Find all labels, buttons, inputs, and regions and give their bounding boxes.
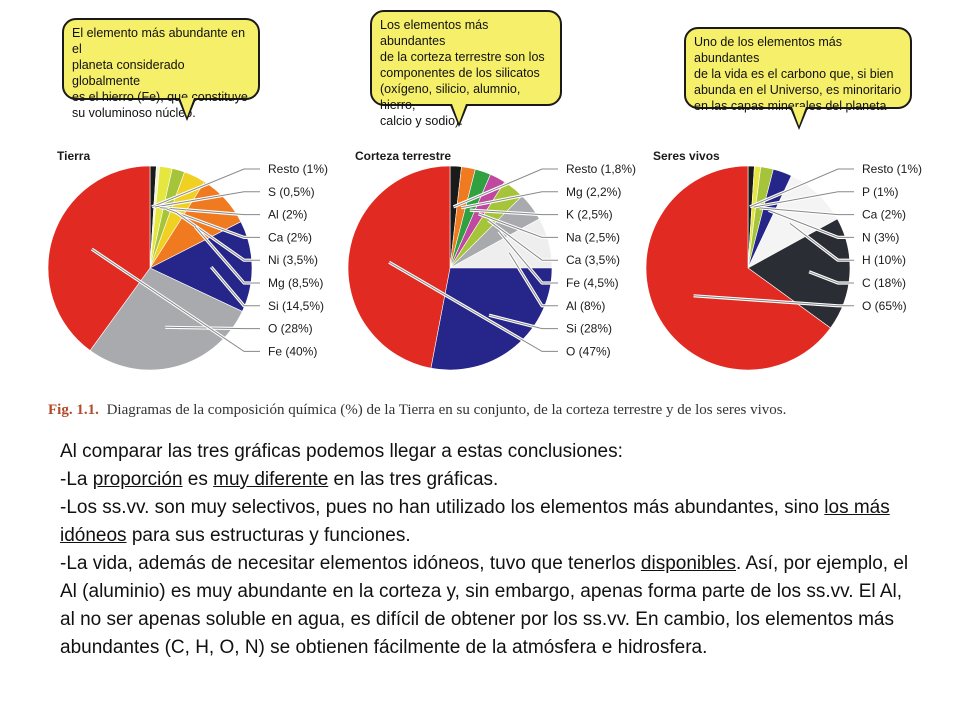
chart-title-tierra: Tierra xyxy=(57,149,91,163)
slice-label-1-4: Ca (3,5%) xyxy=(566,253,620,267)
leader-line-1-8 xyxy=(388,261,558,352)
slice-label-0-6: Si (14,5%) xyxy=(268,299,324,313)
leader-line-2-1 xyxy=(753,191,854,208)
pie-slice-1-7 xyxy=(430,267,553,371)
pie-slice-2-6 xyxy=(645,165,831,371)
slice-label-0-5: Mg (8,5%) xyxy=(268,276,323,290)
figure-caption: Fig. 1.1. Diagramas de la composición qu… xyxy=(48,402,786,419)
callout-tail-fill xyxy=(452,104,466,123)
slice-label-2-4: H (10%) xyxy=(862,253,906,267)
slice-label-1-7: Si (28%) xyxy=(566,322,612,336)
slice-label-2-5: C (18%) xyxy=(862,276,906,290)
leader-line-0-3 xyxy=(166,208,260,238)
leader-line-0-1 xyxy=(154,191,260,208)
leader-line-0-6 xyxy=(210,266,260,307)
conclusion-availability: -La vida, además de necesitar elementos … xyxy=(60,553,909,658)
callout-bubble-tierra: El elemento más abundante en el planeta … xyxy=(62,18,260,120)
leader-line-2-4 xyxy=(789,223,854,261)
figure-caption-text: Diagramas de la composición química (%) … xyxy=(106,402,787,418)
callout-bubble-seres-vivos: Uno de los elementos más abundantes de l… xyxy=(684,27,912,113)
callout-tail-fill xyxy=(792,107,806,126)
slice-label-0-1: S (0,5%) xyxy=(268,185,315,199)
leader-line-0-4 xyxy=(176,212,260,261)
leader-line-1-1 xyxy=(461,191,558,209)
slice-label-0-8: Fe (40%) xyxy=(268,344,317,358)
slice-label-0-3: Ca (2%) xyxy=(268,230,312,244)
slice-label-1-8: O (47%) xyxy=(566,344,611,358)
callout-tail-fill xyxy=(180,98,194,117)
leader-line-0-0 xyxy=(151,168,260,208)
slice-label-1-3: Na (2,5%) xyxy=(566,230,620,244)
conclusions-text: Al comparar las tres gráficas podemos ll… xyxy=(60,438,920,662)
pie-slice-0-8 xyxy=(47,165,151,351)
conclusion-proportion: -La proporción es muy diferente en las t… xyxy=(60,469,499,490)
slice-label-2-2: Ca (2%) xyxy=(862,208,906,222)
slice-label-2-6: O (65%) xyxy=(862,299,907,313)
leader-line-1-6 xyxy=(508,252,558,307)
pie-slice-2-5 xyxy=(747,218,851,329)
pie-chart-2: Resto (1%) P (1%) Ca (2%) N (3%) H (10%) C (1… xyxy=(645,162,922,371)
slice-label-2-0: Resto (1%) xyxy=(862,162,922,176)
slice-label-1-2: K (2,5%) xyxy=(566,208,613,222)
leader-line-2-3 xyxy=(768,209,854,238)
leader-line-2-5 xyxy=(808,271,854,284)
leader-line-1-0 xyxy=(453,168,558,208)
leader-line-1-4 xyxy=(488,219,558,261)
leader-line-0-5 xyxy=(194,226,260,284)
pie-chart-0: Resto (1%) S (0,5%) Al (2%) Ca (2%) Ni (3,5%… xyxy=(47,162,328,371)
slice-label-1-6: Al (8%) xyxy=(566,299,605,313)
slice-label-0-0: Resto (1%) xyxy=(268,162,328,176)
slice-label-1-5: Fe (4,5%) xyxy=(566,276,619,290)
slice-label-0-4: Ni (3,5%) xyxy=(268,253,318,267)
slice-label-0-7: O (28%) xyxy=(268,322,313,336)
leader-line-2-2 xyxy=(759,207,854,216)
figure-number: Fig. 1.1. xyxy=(48,402,99,418)
leader-line-1-5 xyxy=(498,230,558,284)
callout-text: Uno de los elementos más abundantes de l… xyxy=(694,35,902,113)
slice-label-2-3: N (3%) xyxy=(862,230,899,244)
slice-label-1-0: Resto (1,8%) xyxy=(566,162,636,176)
pie-chart-1: Resto (1,8%) Mg (2,2%) K (2,5%) Na (2,5%) Ca… xyxy=(347,162,636,371)
leader-line-1-3 xyxy=(478,213,558,238)
chart-title-corteza: Corteza terrestre xyxy=(355,149,452,163)
leader-line-0-8 xyxy=(91,248,260,352)
chart-title-seres-vivos: Seres vivos xyxy=(653,149,720,163)
conclusion-intro: Al comparar las tres gráficas podemos ll… xyxy=(60,441,623,462)
leader-line-0-2 xyxy=(159,207,260,216)
slice-label-1-1: Mg (2,2%) xyxy=(566,185,621,199)
leader-line-1-7 xyxy=(488,314,558,330)
slice-label-2-1: P (1%) xyxy=(862,185,898,199)
callout-text: El elemento más abundante en el planeta … xyxy=(72,26,248,120)
conclusion-selective: -Los ss.vv. son muy selectivos, pues no … xyxy=(60,497,890,546)
slice-label-0-2: Al (2%) xyxy=(268,208,307,222)
leader-line-2-6 xyxy=(693,295,854,307)
leader-line-1-2 xyxy=(469,209,558,216)
leader-line-0-7 xyxy=(165,326,260,330)
leader-line-2-0 xyxy=(749,168,854,208)
pie-charts: Resto (1%) S (0,5%) Al (2%) Ca (2%) Ni (3,5%… xyxy=(47,162,922,371)
